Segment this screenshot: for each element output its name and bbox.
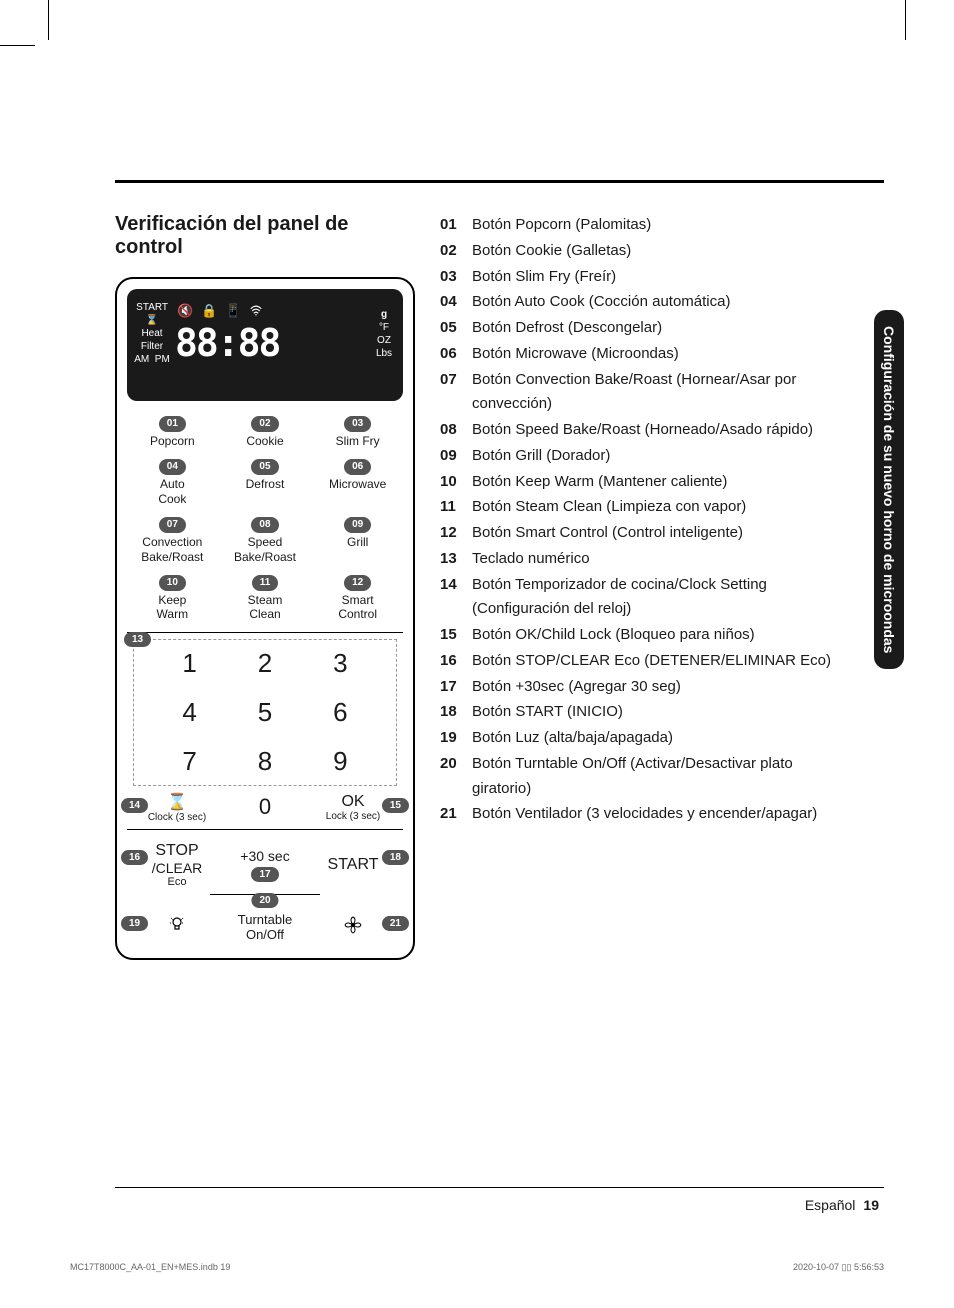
plus-30sec-label: +30 sec 17	[221, 848, 309, 882]
phone-icon: 📱	[225, 303, 241, 319]
func-button-04: 04Auto Cook	[127, 454, 218, 510]
callout-16: 16	[121, 850, 148, 865]
callout-15: 15	[382, 798, 409, 813]
func-button-09: 09Grill	[312, 512, 403, 568]
turntable-label: Turntable On/Off	[221, 912, 309, 942]
callout-21: 21	[382, 916, 409, 931]
legend-row: 11Botón Steam Clean (Limpieza con vapor)	[440, 495, 834, 520]
legend-row: 20Botón Turntable On/Off (Activar/Desact…	[440, 752, 834, 802]
func-button-06: 06Microwave	[312, 454, 403, 510]
crop-mark	[48, 0, 49, 40]
legend-row: 15Botón OK/Child Lock (Bloqueo para niño…	[440, 623, 834, 648]
key-3: 3	[303, 648, 378, 679]
func-button-08: 08Speed Bake/Roast	[220, 512, 311, 568]
mute-icon: 🔇	[177, 303, 193, 319]
digit-display: 88:88	[175, 321, 367, 365]
key-1: 1	[152, 648, 227, 679]
key-4: 4	[152, 697, 227, 728]
func-button-11: 11Steam Clean	[220, 570, 311, 626]
func-button-01: 01Popcorn	[127, 411, 218, 452]
callout-17: 17	[251, 867, 278, 882]
callout-14: 14	[121, 798, 148, 813]
legend-row: 05Botón Defrost (Descongelar)	[440, 316, 834, 341]
legend-row: 19Botón Luz (alta/baja/apagada)	[440, 726, 834, 751]
func-button-03: 03Slim Fry	[312, 411, 403, 452]
page-footer: Español19	[805, 1197, 879, 1213]
legend-row: 10Botón Keep Warm (Mantener caliente)	[440, 470, 834, 495]
key-6: 6	[303, 697, 378, 728]
callout-19: 19	[121, 916, 148, 931]
legend-row: 01Botón Popcorn (Palomitas)	[440, 213, 834, 238]
section-title: Verificación del panel de control	[115, 213, 415, 259]
legend-row: 02Botón Cookie (Galletas)	[440, 239, 834, 264]
crop-mark	[0, 45, 35, 46]
legend-row: 07Botón Convection Bake/Roast (Hornear/A…	[440, 368, 834, 418]
legend-row: 12Botón Smart Control (Control inteligen…	[440, 521, 834, 546]
key-9: 9	[303, 746, 378, 777]
callout-13: 13	[124, 632, 151, 647]
func-button-07: 07Convection Bake/Roast	[127, 512, 218, 568]
lock-label: Lock (3 sec)	[309, 811, 397, 822]
key-0: 0	[221, 794, 309, 820]
legend-row: 03Botón Slim Fry (Freír)	[440, 265, 834, 290]
func-button-02: 02Cookie	[220, 411, 311, 452]
legend-list: 01Botón Popcorn (Palomitas)02Botón Cooki…	[440, 213, 884, 827]
control-panel-diagram: START ⌛ Heat Filter AM PM 🔇 🔒 📱	[115, 277, 415, 960]
func-button-12: 12Smart Control	[312, 570, 403, 626]
numeric-keypad: 13 123456789	[133, 639, 397, 786]
top-rule	[115, 180, 884, 183]
key-2: 2	[227, 648, 302, 679]
legend-row: 09Botón Grill (Dorador)	[440, 444, 834, 469]
legend-row: 14Botón Temporizador de cocina/Clock Set…	[440, 573, 834, 623]
sidebar-tab: Configuración de su nuevo horno de micro…	[874, 310, 904, 669]
footer-rule	[115, 1187, 884, 1188]
legend-row: 16Botón STOP/CLEAR Eco (DETENER/ELIMINAR…	[440, 649, 834, 674]
crop-mark	[905, 0, 906, 40]
display-area: START ⌛ Heat Filter AM PM 🔇 🔒 📱	[127, 289, 403, 401]
fine-print: MC17T8000C_AA-01_EN+MES.indb 19 2020-10-…	[70, 1262, 884, 1273]
func-button-10: 10Keep Warm	[127, 570, 218, 626]
stop-clear-button-label: STOP /CLEAR Eco	[133, 842, 221, 888]
legend-row: 04Botón Auto Cook (Cocción automática)	[440, 290, 834, 315]
legend-row: 13Teclado numérico	[440, 547, 834, 572]
key-5: 5	[227, 697, 302, 728]
lock-icon: 🔒	[201, 303, 217, 319]
legend-row: 18Botón START (INICIO)	[440, 700, 834, 725]
func-button-05: 05Defrost	[220, 454, 311, 510]
hourglass-icon: ⌛	[146, 315, 158, 326]
legend-row: 17Botón +30sec (Agregar 30 seg)	[440, 675, 834, 700]
clock-label: Clock (3 sec)	[133, 812, 221, 823]
callout-18: 18	[382, 850, 409, 865]
legend-row: 21Botón Ventilador (3 velocidades y ence…	[440, 802, 834, 827]
key-8: 8	[227, 746, 302, 777]
wifi-icon	[250, 303, 262, 319]
legend-row: 06Botón Microwave (Microondas)	[440, 342, 834, 367]
key-7: 7	[152, 746, 227, 777]
function-buttons-grid: 01Popcorn02Cookie03Slim Fry 04Auto Cook05…	[127, 411, 403, 626]
callout-20: 20	[251, 893, 278, 908]
legend-row: 08Botón Speed Bake/Roast (Horneado/Asado…	[440, 418, 834, 443]
